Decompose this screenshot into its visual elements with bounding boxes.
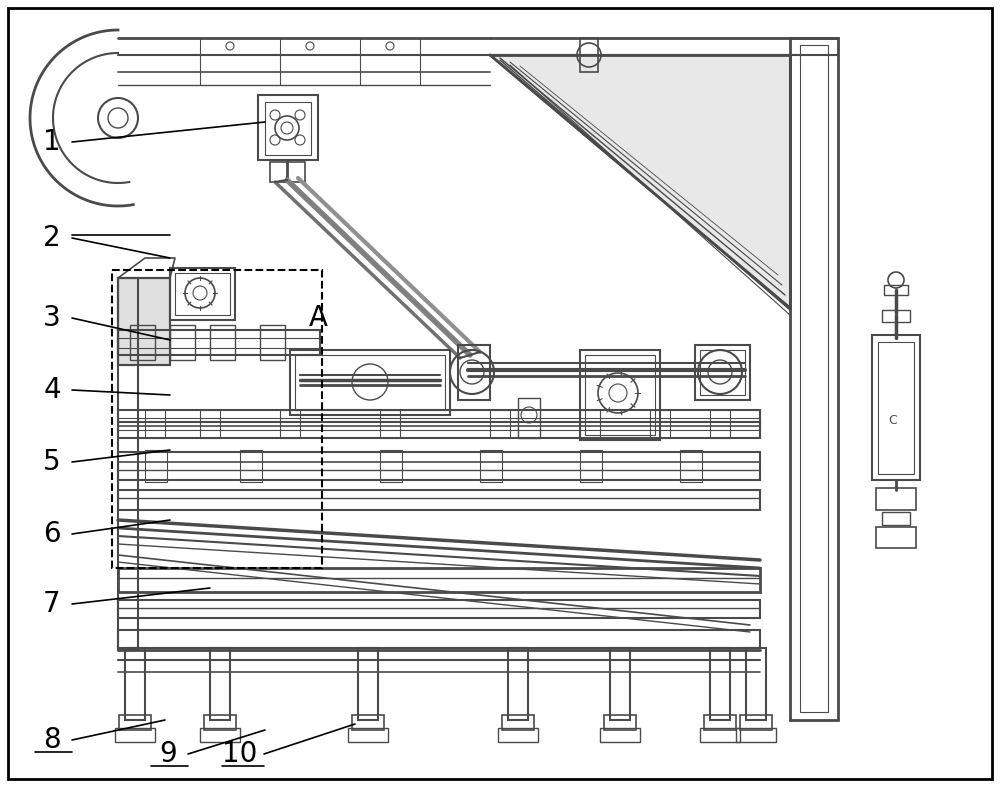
Bar	[610, 648, 630, 720]
Bar	[118, 600, 760, 618]
Bar	[118, 330, 320, 355]
Polygon shape	[490, 55, 790, 308]
Bar	[348, 728, 388, 742]
Bar	[508, 648, 528, 720]
Bar	[118, 568, 760, 592]
Text: C: C	[889, 413, 897, 427]
Bar	[458, 345, 490, 400]
Bar	[380, 450, 402, 482]
Bar	[118, 278, 170, 365]
Bar	[600, 728, 640, 742]
Bar	[498, 728, 538, 742]
Bar	[200, 728, 240, 742]
Bar	[710, 648, 730, 720]
Bar	[878, 342, 914, 474]
Bar	[270, 162, 305, 182]
Text: 10: 10	[222, 740, 258, 768]
Bar	[876, 527, 916, 548]
Bar	[118, 278, 170, 365]
Bar	[790, 38, 838, 720]
Bar	[580, 450, 602, 482]
Bar	[118, 410, 760, 438]
Bar	[290, 350, 450, 415]
Bar	[740, 715, 772, 730]
Bar	[204, 715, 236, 730]
Bar	[295, 355, 445, 410]
Bar	[704, 715, 736, 730]
Bar	[118, 490, 760, 510]
Bar	[585, 355, 655, 435]
Bar	[580, 38, 598, 72]
Text: 5: 5	[43, 448, 61, 476]
Bar	[358, 648, 378, 720]
Text: A: A	[309, 304, 328, 332]
Bar	[710, 410, 730, 438]
Bar	[125, 648, 145, 720]
Bar	[118, 278, 138, 650]
Bar	[118, 338, 320, 348]
Bar	[490, 410, 510, 438]
Bar	[240, 450, 262, 482]
Bar	[518, 398, 540, 438]
Bar	[175, 273, 230, 315]
Bar	[480, 450, 502, 482]
Bar	[380, 410, 400, 438]
Bar	[876, 488, 916, 510]
Bar	[352, 715, 384, 730]
Bar	[700, 728, 740, 742]
Bar	[130, 325, 155, 360]
Text: 4: 4	[43, 376, 61, 404]
Bar	[882, 310, 910, 322]
Bar	[800, 45, 828, 712]
Bar	[680, 450, 702, 482]
Bar	[650, 410, 670, 438]
Text: 1: 1	[43, 128, 61, 156]
Bar	[112, 270, 322, 568]
Text: 7: 7	[43, 590, 61, 618]
Bar	[884, 285, 908, 295]
Text: 9: 9	[159, 740, 177, 768]
Bar	[580, 410, 600, 438]
Bar	[115, 728, 155, 742]
Bar	[502, 715, 534, 730]
Bar	[145, 450, 167, 482]
Bar	[119, 715, 151, 730]
Bar	[200, 410, 220, 438]
Bar	[170, 325, 195, 360]
Bar	[280, 410, 300, 438]
Bar	[700, 350, 745, 395]
Bar	[695, 345, 750, 400]
Text: 6: 6	[43, 520, 61, 548]
Bar	[210, 648, 230, 720]
Bar	[258, 95, 318, 160]
Bar	[210, 325, 235, 360]
Bar	[872, 335, 920, 480]
Text: 8: 8	[43, 726, 61, 754]
Bar	[736, 728, 776, 742]
Bar	[118, 452, 760, 480]
Bar	[118, 630, 760, 648]
Bar	[580, 350, 660, 440]
Text: 3: 3	[43, 304, 61, 332]
Bar	[260, 325, 285, 360]
Bar	[265, 102, 311, 155]
Bar	[145, 410, 165, 438]
Bar	[882, 512, 910, 525]
Bar	[170, 268, 235, 320]
Bar	[604, 715, 636, 730]
Bar	[746, 648, 766, 720]
Bar	[118, 418, 760, 430]
Text: 2: 2	[43, 224, 61, 252]
